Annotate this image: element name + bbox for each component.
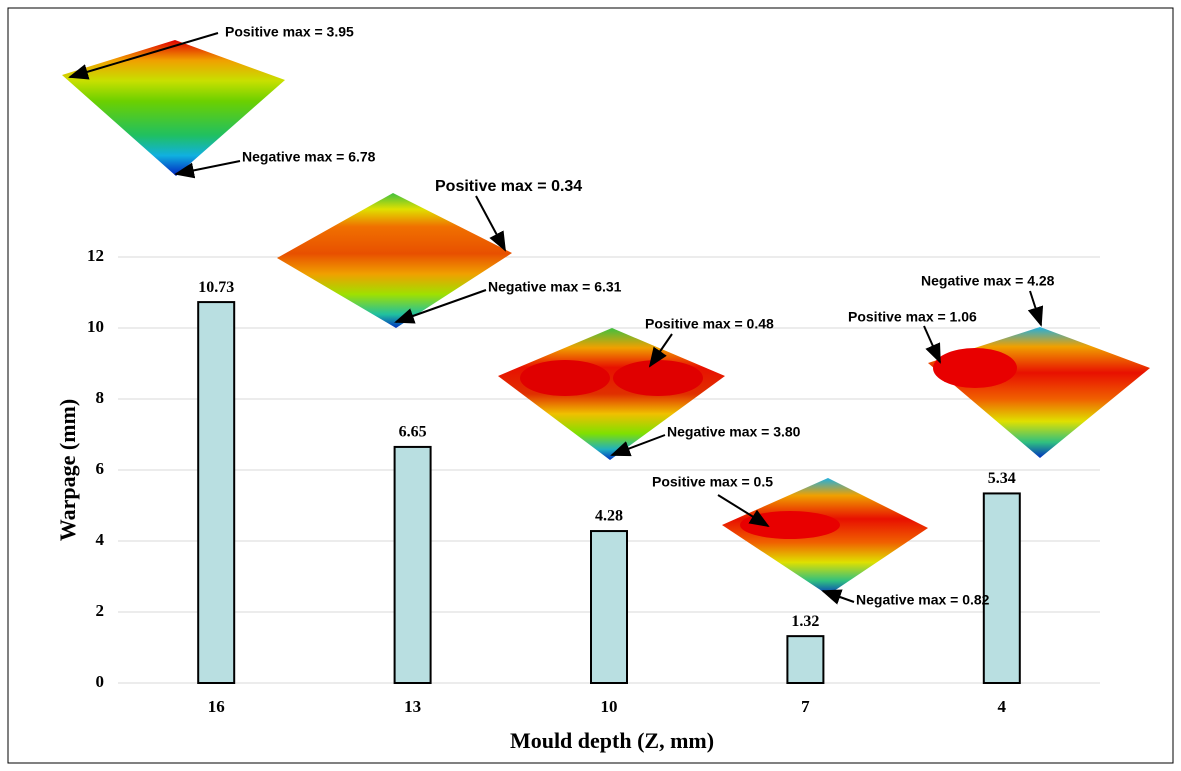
y-axis-title: Warpage (mm) — [55, 399, 80, 541]
bar — [590, 530, 628, 684]
plate-hotspot — [740, 511, 840, 539]
x-tick-label: 16 — [208, 697, 225, 716]
plate — [928, 327, 1150, 458]
annotation: Positive max = 0.48 — [645, 316, 774, 332]
arrow — [610, 434, 666, 457]
plates — [62, 40, 1150, 595]
arrow — [68, 32, 219, 80]
value-label: 6.65 — [399, 424, 427, 441]
arrow — [821, 589, 855, 605]
plate-hotspot — [933, 348, 1017, 388]
bar — [786, 635, 825, 685]
plate — [277, 193, 512, 328]
annotation: Positive max = 0.34 — [435, 178, 582, 195]
bar — [197, 301, 236, 684]
value-label: 1.32 — [791, 613, 819, 630]
value-label: 5.34 — [988, 470, 1016, 487]
frame — [7, 7, 1174, 764]
annotation: Positive max = 3.95 — [225, 24, 354, 40]
annotation: Negative max = 0.82 — [856, 592, 990, 608]
plate-hotspot — [520, 360, 610, 396]
y-tick-label: 6 — [96, 459, 105, 478]
x-tick-label: 7 — [801, 697, 810, 716]
annotation: Positive max = 0.5 — [652, 474, 773, 490]
bar — [982, 492, 1021, 684]
annotation: Negative max = 6.31 — [488, 279, 622, 295]
x-tick-label: 13 — [404, 697, 421, 716]
x-axis-title: Mould depth (Z, mm) — [510, 728, 714, 753]
plate-hotspot — [613, 360, 703, 396]
annotation: Negative max = 4.28 — [921, 273, 1055, 289]
value-label: 4.28 — [595, 508, 623, 525]
y-tick-label: 0 — [96, 672, 105, 691]
y-tick-label: 2 — [96, 601, 105, 620]
y-tick-label: 8 — [96, 388, 105, 407]
y-tick-label: 12 — [87, 246, 104, 265]
plate — [498, 328, 725, 460]
x-tick-label: 10 — [601, 697, 618, 716]
arrow — [475, 195, 506, 252]
y-tick-label: 10 — [87, 317, 104, 336]
arrows — [68, 32, 1044, 605]
bar — [393, 445, 432, 684]
arrow — [1027, 290, 1044, 327]
value-label: 10.73 — [198, 279, 234, 296]
annotation: Positive max = 1.06 — [848, 309, 977, 325]
x-tick-label: 4 — [998, 697, 1007, 716]
plate — [62, 40, 285, 176]
arrow — [174, 160, 241, 179]
arrow — [923, 325, 941, 364]
y-tick-label: 4 — [96, 530, 105, 549]
annotation: Negative max = 3.80 — [667, 424, 801, 440]
arrow — [717, 494, 770, 528]
arrow — [394, 289, 487, 324]
arrow — [648, 333, 673, 368]
plate — [722, 478, 928, 595]
annotation: Negative max = 6.78 — [242, 149, 376, 165]
